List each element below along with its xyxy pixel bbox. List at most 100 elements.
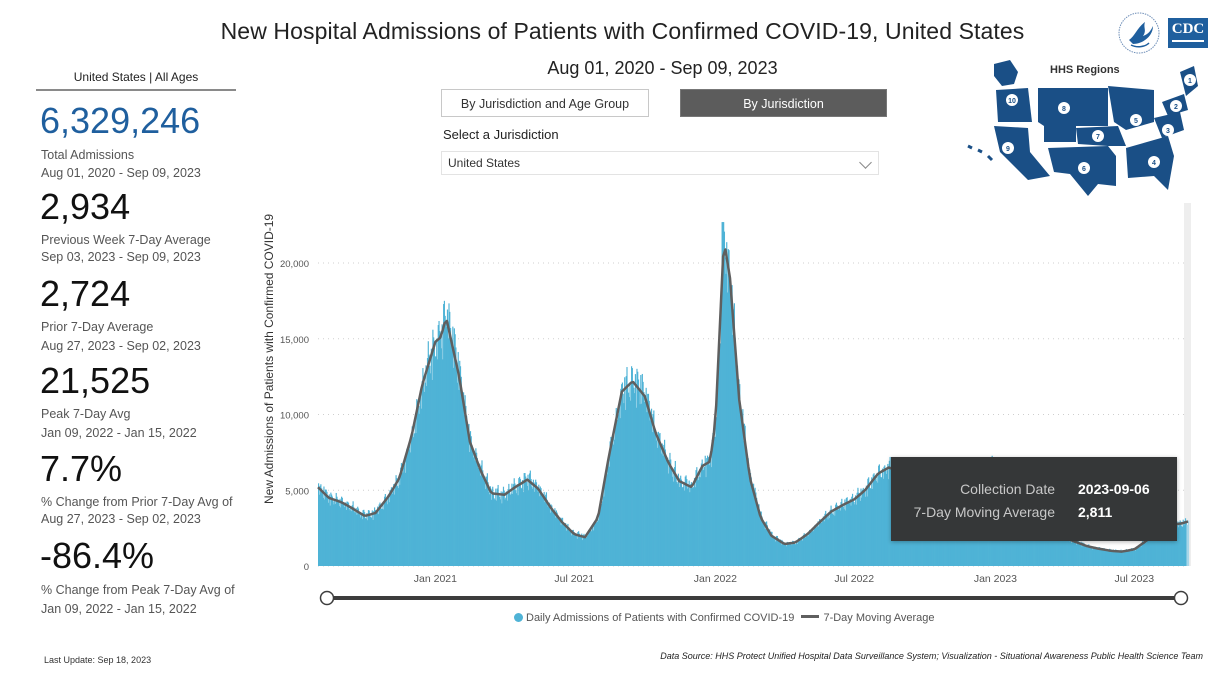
daily-bar: [1184, 518, 1187, 566]
daily-bar: [547, 506, 549, 566]
daily-bar: [640, 403, 643, 566]
daily-bar: [374, 510, 376, 566]
x-tick-label: Jul 2023: [1114, 573, 1154, 585]
daily-bar: [1103, 548, 1105, 566]
daily-bar: [1069, 541, 1071, 566]
kpi-peak-label: Peak 7-Day Avg: [41, 407, 131, 421]
daily-bar: [501, 503, 503, 566]
daily-bar: [1089, 545, 1091, 566]
daily-bar: [634, 393, 636, 566]
daily-bar: [878, 465, 880, 566]
daily-bar: [394, 482, 396, 566]
slider-start-handle[interactable]: [319, 590, 335, 606]
daily-bar: [392, 491, 394, 566]
daily-bar: [857, 487, 859, 566]
daily-bar: [460, 376, 462, 566]
daily-bar: [353, 507, 355, 566]
daily-bar: [813, 526, 815, 566]
daily-bar: [388, 502, 390, 566]
daily-bar: [696, 467, 698, 566]
daily-bar: [319, 485, 321, 566]
daily-bar: [343, 502, 345, 566]
daily-bar: [443, 304, 445, 566]
hhs-regions-map[interactable]: 10 8 9 7 6 5 4 3 2 1: [958, 56, 1208, 196]
daily-bar: [786, 541, 788, 566]
daily-bar: [552, 512, 554, 566]
daily-bar: [1074, 542, 1076, 566]
daily-bar: [693, 486, 695, 566]
daily-bar: [1114, 550, 1116, 566]
daily-bar: [1076, 539, 1078, 566]
daily-bar: [1155, 532, 1157, 566]
daily-bar: [833, 509, 835, 566]
tab-jurisdiction-and-age-group[interactable]: By Jurisdiction and Age Group: [441, 89, 649, 117]
daily-bar: [654, 434, 656, 566]
daily-bar: [1125, 550, 1127, 566]
daily-bar: [1128, 550, 1130, 566]
svg-text:1: 1: [1188, 78, 1192, 85]
svg-text:5: 5: [1134, 118, 1138, 125]
daily-bar: [632, 382, 634, 566]
daily-bar: [790, 541, 792, 566]
daily-bar: [776, 535, 778, 566]
daily-bar: [644, 402, 646, 566]
daily-bar: [1036, 517, 1038, 566]
daily-bar: [781, 539, 783, 566]
daily-bar: [1164, 527, 1166, 566]
daily-bar: [712, 432, 714, 566]
daily-bar: [482, 470, 484, 566]
daily-bar: [714, 436, 716, 566]
daily-bar: [436, 338, 438, 566]
daily-bar: [330, 492, 332, 566]
daily-bar: [1153, 533, 1155, 566]
daily-bar: [398, 477, 400, 566]
daily-bar: [657, 431, 660, 566]
last-update: Last Update: Sep 18, 2023: [44, 655, 152, 665]
date-range: Aug 01, 2020 - Sep 09, 2023: [547, 58, 778, 78]
daily-bar: [527, 474, 529, 566]
daily-bar: [393, 494, 396, 566]
daily-bar: [387, 504, 389, 566]
daily-bar: [1118, 550, 1120, 566]
daily-bar: [627, 387, 629, 566]
daily-bar: [1105, 549, 1107, 566]
daily-bar: [516, 484, 518, 566]
kpi-peak-dates: Jan 09, 2022 - Jan 15, 2022: [41, 426, 197, 440]
daily-bar: [1129, 551, 1131, 566]
daily-bar: [886, 470, 888, 566]
daily-bar: [785, 546, 788, 566]
daily-bar: [1169, 525, 1171, 566]
daily-bar: [1118, 552, 1121, 566]
daily-bar: [503, 490, 505, 566]
daily-bar: [1130, 549, 1132, 566]
daily-bar: [571, 535, 573, 566]
daily-bar: [491, 488, 493, 566]
daily-bar: [650, 418, 652, 566]
daily-bar: [856, 492, 858, 566]
tab-jurisdiction[interactable]: By Jurisdiction: [680, 89, 887, 117]
daily-bar: [637, 371, 639, 566]
daily-bar: [715, 411, 717, 566]
kpi-change-peak-dates: Jan 09, 2022 - Jan 15, 2022: [41, 602, 197, 616]
daily-bar: [493, 498, 495, 566]
daily-bar: [423, 391, 426, 566]
daily-bar: [1132, 550, 1134, 566]
jurisdiction-select[interactable]: United States: [441, 151, 879, 175]
slider-end-handle[interactable]: [1173, 590, 1189, 606]
chart-scrollbar[interactable]: [1184, 203, 1191, 566]
daily-bar: [887, 463, 889, 566]
daily-bar: [861, 489, 864, 566]
daily-bar: [323, 486, 325, 566]
legend-line-label: 7-Day Moving Average: [823, 612, 935, 624]
daily-bar: [1092, 549, 1094, 566]
daily-bar: [821, 522, 823, 566]
daily-bar: [341, 496, 343, 566]
daily-bar: [426, 386, 428, 566]
daily-bar: [739, 405, 742, 566]
daily-bar: [812, 528, 814, 566]
daily-bar: [444, 315, 446, 566]
daily-bar: [383, 496, 386, 566]
daily-bar: [1183, 525, 1185, 566]
daily-bar: [480, 465, 482, 566]
